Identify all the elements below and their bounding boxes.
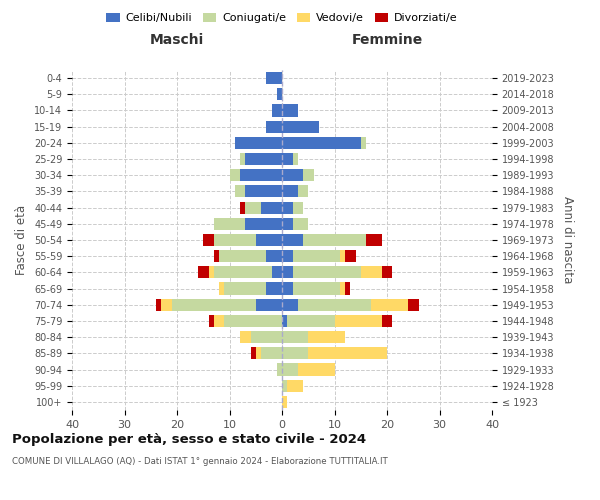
Bar	[261, 202, 282, 213]
Bar	[282, 202, 293, 213]
Bar	[282, 137, 361, 149]
Bar	[282, 315, 287, 327]
Bar	[245, 202, 261, 213]
Bar	[293, 266, 361, 278]
Bar	[382, 315, 392, 327]
Bar	[282, 104, 298, 117]
Text: Popolazione per età, sesso e stato civile - 2024: Popolazione per età, sesso e stato civil…	[12, 432, 366, 446]
Y-axis label: Anni di nascita: Anni di nascita	[561, 196, 574, 284]
Bar	[282, 396, 287, 408]
Bar	[161, 298, 172, 311]
Bar	[209, 266, 214, 278]
Bar	[298, 364, 335, 376]
Bar	[240, 153, 245, 165]
Bar	[235, 186, 245, 198]
Bar	[219, 250, 266, 262]
Bar	[303, 234, 366, 246]
Bar	[282, 250, 293, 262]
Bar	[271, 104, 282, 117]
Text: COMUNE DI VILLALAGO (AQ) - Dati ISTAT 1° gennaio 2024 - Elaborazione TUTTITALIA.: COMUNE DI VILLALAGO (AQ) - Dati ISTAT 1°…	[12, 457, 388, 466]
Legend: Celibi/Nubili, Coniugati/e, Vedovi/e, Divorziati/e: Celibi/Nubili, Coniugati/e, Vedovi/e, Di…	[102, 8, 462, 28]
Bar	[282, 331, 308, 343]
Bar	[245, 218, 282, 230]
Bar	[277, 88, 282, 101]
Bar	[245, 186, 282, 198]
Bar	[156, 298, 161, 311]
Bar	[214, 315, 224, 327]
Bar	[214, 234, 256, 246]
Bar	[203, 234, 214, 246]
Bar	[298, 186, 308, 198]
Bar	[172, 298, 256, 311]
Bar	[277, 364, 282, 376]
Bar	[287, 315, 335, 327]
Bar	[298, 298, 371, 311]
Bar	[224, 315, 282, 327]
Bar	[282, 298, 298, 311]
Bar	[345, 250, 355, 262]
Bar	[382, 266, 392, 278]
Bar	[408, 298, 419, 311]
Bar	[308, 348, 387, 360]
Bar	[209, 315, 214, 327]
Bar	[256, 348, 261, 360]
Bar	[214, 266, 271, 278]
Bar	[282, 282, 293, 294]
Bar	[240, 331, 251, 343]
Text: Femmine: Femmine	[352, 34, 422, 48]
Bar	[282, 120, 319, 132]
Bar	[293, 250, 340, 262]
Bar	[335, 315, 382, 327]
Bar	[266, 250, 282, 262]
Bar	[266, 72, 282, 84]
Bar	[245, 153, 282, 165]
Bar	[251, 331, 282, 343]
Bar	[282, 218, 293, 230]
Bar	[214, 250, 219, 262]
Y-axis label: Fasce di età: Fasce di età	[16, 205, 28, 275]
Bar	[361, 137, 366, 149]
Bar	[282, 169, 303, 181]
Bar	[371, 298, 408, 311]
Bar	[266, 120, 282, 132]
Bar	[256, 298, 282, 311]
Bar	[282, 153, 293, 165]
Bar	[282, 234, 303, 246]
Bar	[240, 169, 282, 181]
Bar	[282, 348, 308, 360]
Bar	[261, 348, 282, 360]
Bar	[256, 234, 282, 246]
Bar	[361, 266, 382, 278]
Bar	[214, 218, 245, 230]
Bar	[293, 282, 340, 294]
Bar	[229, 169, 240, 181]
Bar	[293, 153, 298, 165]
Bar	[340, 282, 345, 294]
Bar	[282, 364, 298, 376]
Bar	[293, 218, 308, 230]
Bar	[287, 380, 303, 392]
Bar	[271, 266, 282, 278]
Bar	[345, 282, 350, 294]
Bar	[266, 282, 282, 294]
Bar	[240, 202, 245, 213]
Bar	[235, 137, 282, 149]
Bar	[224, 282, 266, 294]
Bar	[303, 169, 314, 181]
Text: Maschi: Maschi	[150, 34, 204, 48]
Bar	[282, 380, 287, 392]
Bar	[308, 331, 345, 343]
Bar	[219, 282, 224, 294]
Bar	[282, 266, 293, 278]
Bar	[198, 266, 209, 278]
Bar	[282, 186, 298, 198]
Bar	[366, 234, 382, 246]
Bar	[293, 202, 303, 213]
Bar	[340, 250, 345, 262]
Bar	[251, 348, 256, 360]
